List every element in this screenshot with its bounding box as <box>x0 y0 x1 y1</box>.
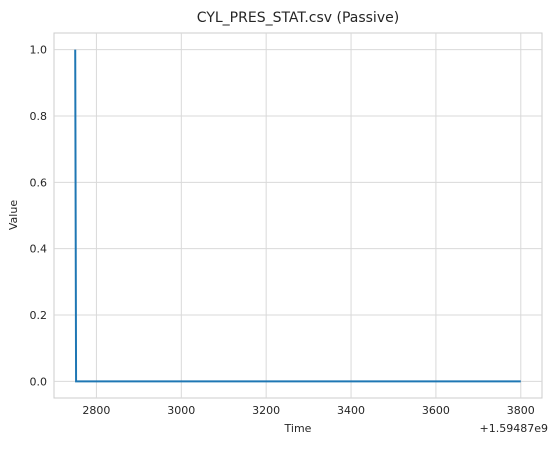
y-axis-label: Value <box>7 200 20 230</box>
y-tick-label: 0.2 <box>30 309 48 322</box>
x-axis-label: Time <box>284 422 312 435</box>
y-tick-label: 0.4 <box>30 243 48 256</box>
y-tick-label: 0.8 <box>30 110 48 123</box>
y-tick-labels: 0.0 0.2 0.4 0.6 0.8 1.0 <box>30 44 48 389</box>
x-tick-label: 3400 <box>337 404 365 417</box>
x-tick-label: 3200 <box>252 404 280 417</box>
chart-title: CYL_PRES_STAT.csv (Passive) <box>197 10 399 26</box>
series-layer <box>74 49 521 383</box>
series-line <box>74 49 521 383</box>
x-offset-label: +1.59487e9 <box>480 422 548 435</box>
y-tick-label: 1.0 <box>30 44 48 57</box>
x-tick-labels: 2800 3000 3200 3400 3600 3800 <box>82 404 534 417</box>
plot-area <box>53 32 543 399</box>
x-tick-label: 3000 <box>167 404 195 417</box>
x-tick-label: 3800 <box>507 404 535 417</box>
y-tick-label: 0.0 <box>30 375 48 388</box>
x-tick-label: 2800 <box>82 404 110 417</box>
y-tick-label: 0.6 <box>30 176 48 189</box>
x-tick-label: 3600 <box>422 404 450 417</box>
